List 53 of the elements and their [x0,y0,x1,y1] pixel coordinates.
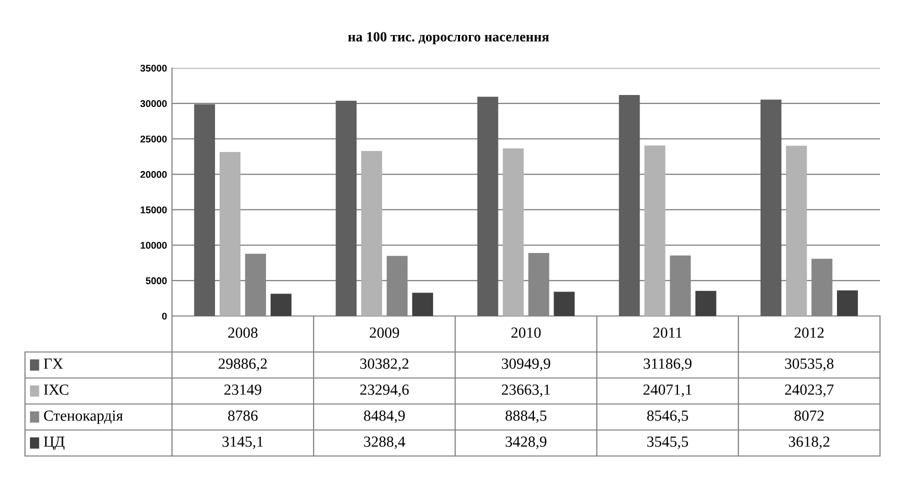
data-label: 3288,4 [364,436,406,450]
y-tick-label: 15000 [140,206,167,214]
data-label: 3545,5 [647,436,688,450]
data-label: 31186,9 [644,358,692,372]
y-tick-label: 35000 [140,64,167,72]
bar [836,290,858,316]
bar [786,146,807,316]
data-label: 29886,2 [218,358,267,372]
y-tick-label: 0 [162,312,167,320]
data-label: 23294,6 [360,384,409,398]
y-tick-label: 5000 [146,277,167,284]
bar [760,100,782,316]
bar [618,95,640,316]
x-tick-label: 2012 [794,328,824,338]
y-tick-label: 20000 [140,171,167,178]
data-label: 23663,1 [502,384,550,398]
chart-title: на 100 тис. дорослого населення [348,32,549,44]
y-tick-label: 25000 [140,136,167,142]
data-label: 8484,9 [364,410,405,424]
data-label: 8072 [794,410,824,421]
x-tick-label: 2008 [228,328,258,338]
data-label: 30535,8 [785,358,834,372]
bar [361,150,382,316]
bar [412,292,434,316]
legend-label: Стенокардія [44,410,123,424]
bar [477,96,498,316]
data-label: 24023,7 [785,384,834,398]
data-label: 23149 [224,384,262,395]
data-label: 8546,5 [647,410,688,424]
x-tick-label: 2011 [653,328,682,338]
data-label: 8786 [228,410,258,421]
bar [194,104,216,316]
bar [695,290,716,316]
bar [336,100,357,316]
data-label: 24071,1 [643,384,692,398]
bar [644,145,666,316]
legend-label: ІХС [44,384,68,395]
bar [270,294,292,316]
data-label: 30949,9 [502,358,550,372]
x-tick-label: 2009 [370,328,400,338]
x-tick-label: 2010 [511,328,541,338]
data-label: 3428,9 [506,436,546,450]
y-tick-label: 10000 [140,242,167,249]
legend-label: ГХ [44,358,63,369]
bar [220,152,241,316]
data-label: 3618,2 [788,436,830,450]
data-label: 3145,1 [222,436,263,450]
y-tick-label: 30000 [140,100,167,108]
data-label: 30382,2 [360,358,408,372]
bar [554,292,575,316]
legend-label: ЦД [44,436,64,450]
bar [502,148,524,316]
data-label: 8884,5 [506,410,546,424]
